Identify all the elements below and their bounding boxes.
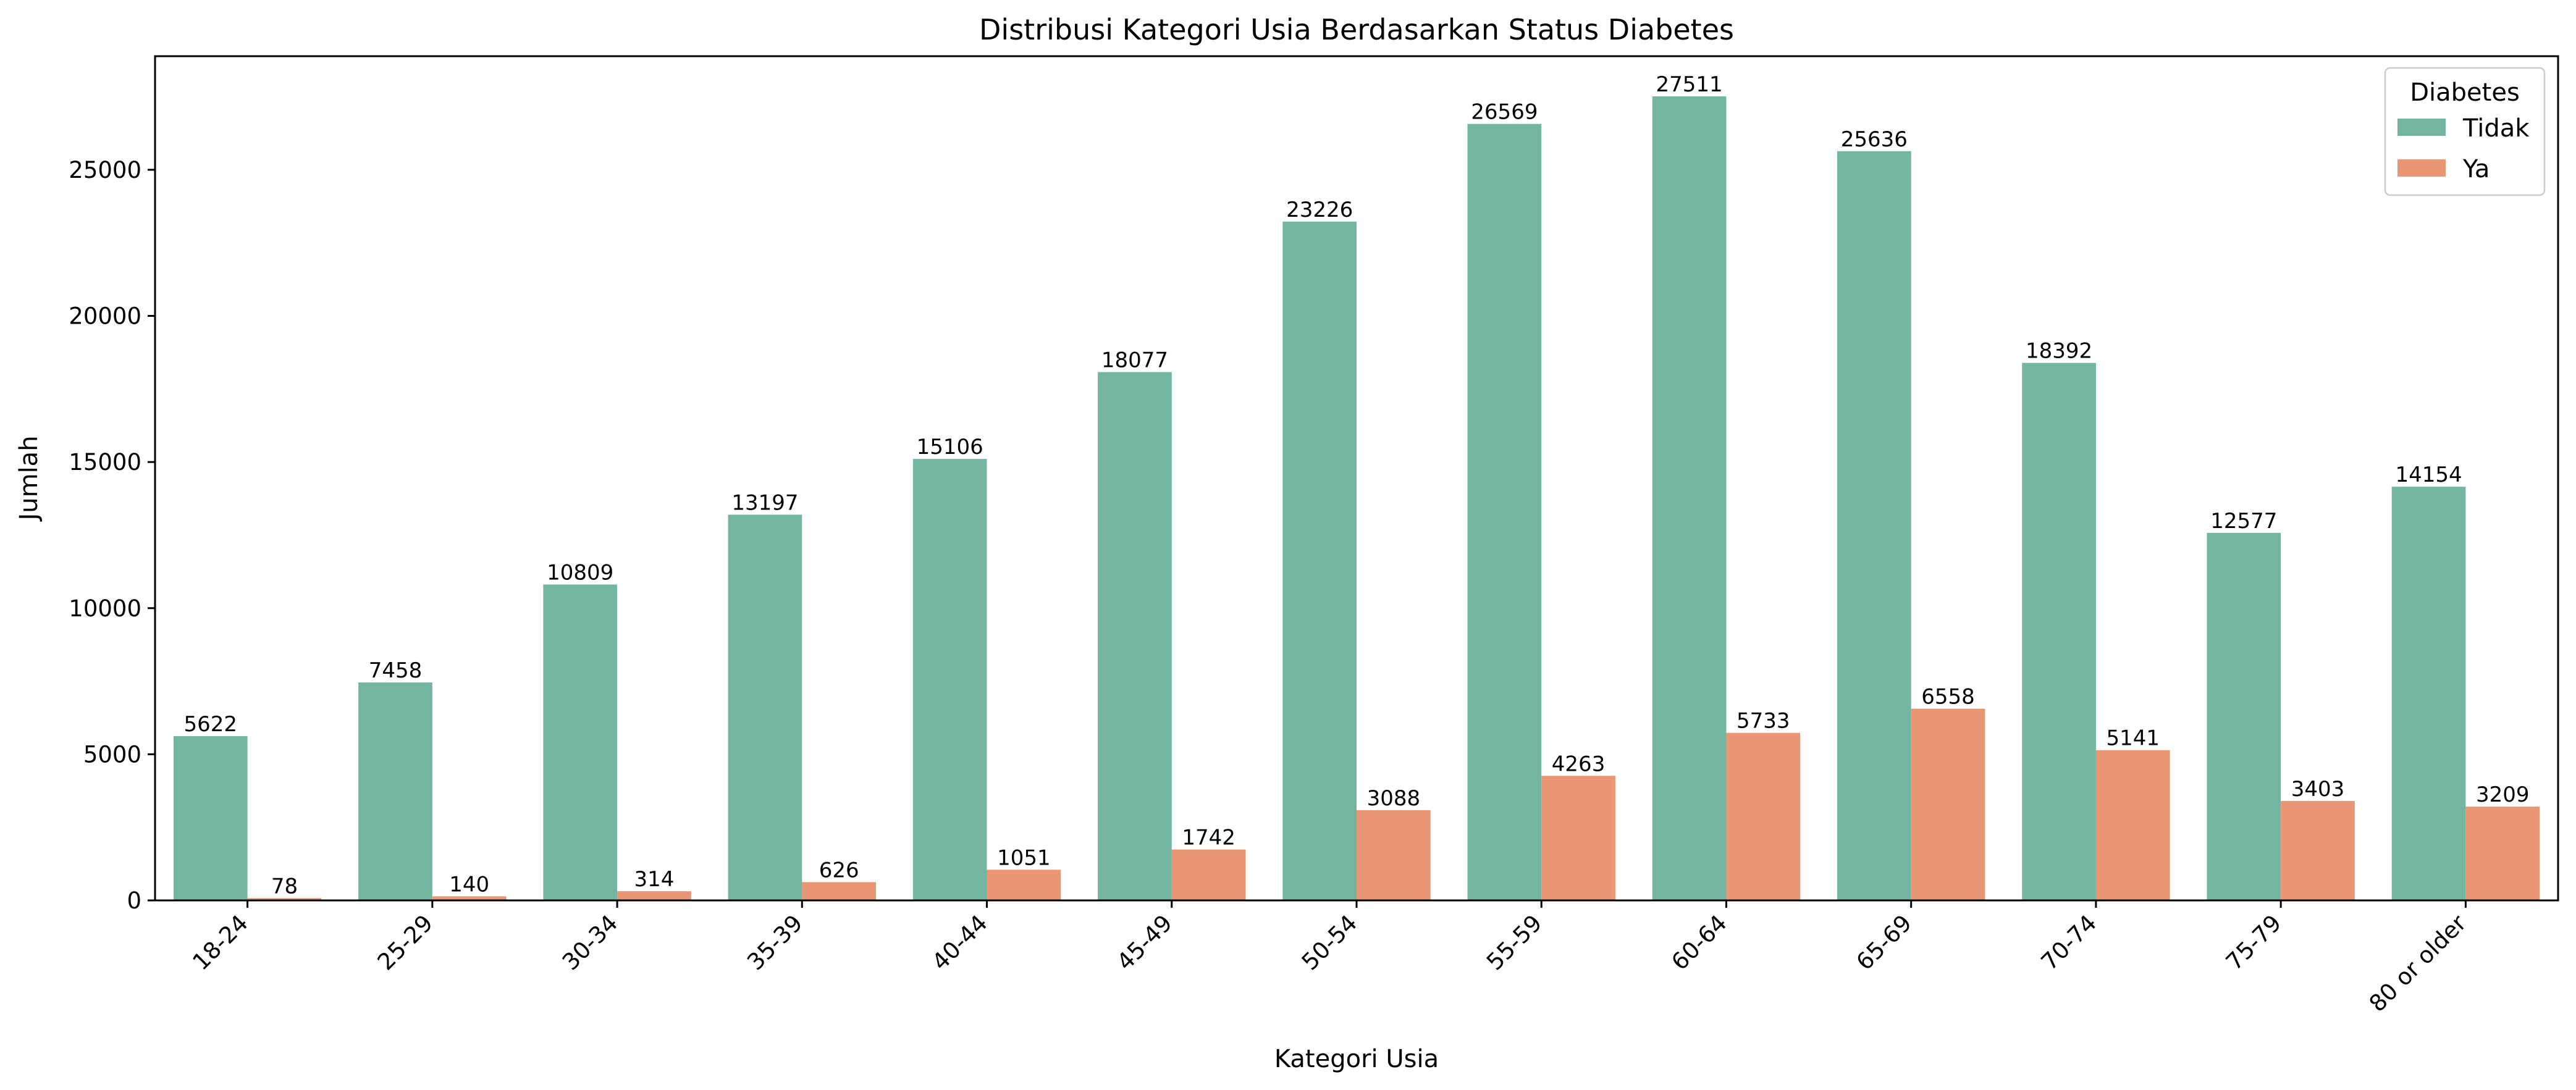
bar-labels: 5622 7458 10809 13197 15106 18077 23226 26569 27… — [184, 72, 2530, 899]
y-tick-label: 15000 — [69, 449, 141, 476]
bar-value-label-tidak: 25636 — [1841, 127, 1908, 152]
bar-tidak — [1467, 124, 1542, 900]
bar-ya — [987, 870, 1061, 900]
bar-ya — [1171, 849, 1246, 900]
legend-swatch-tidak — [2397, 119, 2446, 136]
bar-value-label-ya: 78 — [271, 874, 298, 899]
bar-ya — [617, 891, 691, 900]
legend-title: Diabetes — [2410, 78, 2520, 107]
bar-ya — [802, 882, 876, 900]
bar-value-label-ya: 5733 — [1736, 709, 1790, 734]
y-tick-label: 5000 — [83, 741, 141, 768]
bar-value-label-ya: 6558 — [1921, 685, 1975, 710]
bar-tidak — [2022, 363, 2096, 900]
bar-tidak — [1837, 151, 1911, 901]
bar-value-label-ya: 3403 — [2291, 777, 2345, 802]
bar-value-label-tidak: 27511 — [1656, 72, 1723, 97]
bar-tidak — [173, 736, 248, 900]
bar-value-label-tidak: 23226 — [1286, 198, 1353, 222]
bar-value-label-tidak: 13197 — [731, 490, 798, 515]
bar-value-label-tidak: 5622 — [184, 712, 238, 737]
bar-tidak — [1652, 96, 1727, 901]
bar-value-label-ya: 1051 — [997, 845, 1051, 870]
bar-value-label-ya: 3088 — [1367, 786, 1421, 811]
bar-value-label-ya: 314 — [634, 867, 674, 892]
bar-value-label-tidak: 14154 — [2395, 463, 2462, 487]
bar-ya — [1357, 810, 1431, 900]
bar-tidak — [912, 459, 987, 900]
bar-value-label-tidak: 12577 — [2210, 509, 2277, 534]
bar-value-label-ya: 4263 — [1552, 752, 1606, 776]
bar-value-label-ya: 5141 — [2107, 726, 2160, 751]
bar-value-label-ya: 140 — [449, 872, 489, 897]
bar-ya — [1911, 708, 1985, 900]
legend-label-tidak: Tidak — [2462, 114, 2530, 143]
y-tick-label: 25000 — [69, 157, 141, 183]
bar-ya — [1726, 732, 1801, 900]
bar-value-label-ya: 3209 — [2476, 782, 2530, 807]
chart-title: Distribusi Kategori Usia Berdasarkan Sta… — [979, 13, 1734, 46]
bar-ya — [432, 896, 507, 900]
bar-value-label-tidak: 18392 — [2026, 339, 2092, 364]
y-tick-label: 20000 — [69, 303, 141, 330]
y-tick-label: 10000 — [69, 595, 141, 622]
bars — [173, 96, 2540, 901]
bar-value-label-ya: 626 — [819, 858, 859, 882]
bar-tidak — [358, 682, 432, 900]
bar-value-label-tidak: 7458 — [369, 658, 423, 683]
bar-ya — [2281, 800, 2355, 900]
bar-tidak — [543, 584, 618, 900]
bar-tidak — [1098, 372, 1172, 900]
y-tick-label: 0 — [127, 887, 141, 914]
bar-ya — [1541, 776, 1615, 900]
x-axis-title: Kategori Usia — [1274, 1045, 1439, 1073]
bar-value-label-tidak: 15106 — [917, 435, 983, 459]
bar-value-label-tidak: 26569 — [1471, 100, 1538, 125]
bar-tidak — [2391, 487, 2466, 900]
legend: Diabetes Tidak Ya — [2384, 67, 2546, 196]
bar-ya — [2465, 807, 2540, 900]
legend-swatch-ya — [2397, 159, 2446, 177]
y-axis-title: Jumlah — [15, 435, 43, 522]
bar-tidak — [728, 514, 802, 900]
bar-tidak — [2207, 532, 2281, 900]
bar-value-label-tidak: 10809 — [547, 560, 613, 585]
bar-tidak — [1282, 221, 1357, 900]
bar-value-label-ya: 1742 — [1182, 826, 1235, 850]
y-axis-ticks: 0 5000 10000 15000 20000 25000 — [69, 157, 155, 914]
bar-ya — [247, 898, 322, 900]
legend-label-ya: Ya — [2462, 155, 2490, 183]
bar-ya — [2095, 750, 2170, 900]
plot-frame — [154, 55, 2559, 902]
bar-value-label-tidak: 18077 — [1101, 348, 1168, 373]
